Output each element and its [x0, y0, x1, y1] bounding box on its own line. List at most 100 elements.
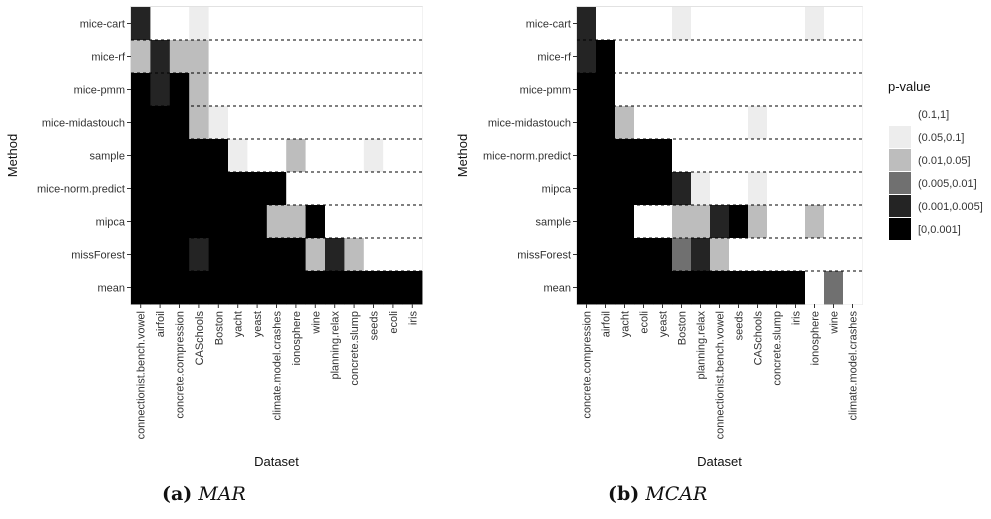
heatmap-cell: [653, 238, 673, 272]
heatmap-cell: [305, 238, 326, 272]
heatmap-cell: [729, 172, 749, 206]
x-tick-label: Boston: [213, 311, 225, 345]
x-tick-label: connectionist.bench.vowel: [136, 311, 148, 439]
heatmap-cell: [805, 106, 825, 140]
heatmap-cell: [169, 139, 190, 173]
heatmap-cell: [305, 205, 326, 239]
heatmap-cell: [672, 238, 692, 272]
heatmap-cell: [325, 205, 345, 239]
heatmap-cell: [402, 106, 423, 140]
heatmap-cell: [767, 40, 787, 74]
heatmap-cell: [344, 271, 365, 305]
heatmap-cell: [325, 271, 345, 305]
heatmap-cell: [824, 139, 844, 173]
heatmap-cell: [786, 271, 806, 305]
heatmap-cell: [577, 40, 597, 74]
x-tick-label: connectionist.bench.vowel: [715, 311, 727, 439]
heatmap-cell: [189, 139, 209, 173]
heatmap-cell: [266, 238, 287, 272]
y-tick-label: mice-midastouch: [42, 118, 125, 130]
heatmap-cell: [710, 7, 730, 41]
heatmap-cell: [150, 7, 171, 41]
heatmap-cell: [615, 238, 635, 272]
y-tick-label: mice-norm.predict: [483, 151, 571, 163]
heatmap-cell: [634, 205, 654, 239]
heatmap-cell: [786, 205, 806, 239]
heatmap-cell: [363, 73, 384, 107]
heatmap-cell: [805, 40, 825, 74]
heatmap-cell: [843, 172, 863, 206]
heatmap-cell: [824, 205, 844, 239]
heatmap-cell: [615, 106, 635, 140]
heatmap-cell: [131, 205, 151, 239]
heatmap-cell: [615, 73, 635, 107]
legend: p-value (0.1,1] (0.05,0.1] (0.01,0.05] (0.00…: [888, 79, 983, 240]
legend-swatch: [889, 172, 911, 194]
heatmap-cell: [672, 139, 692, 173]
heatmap-cell: [748, 172, 768, 206]
heatmap-cell: [786, 172, 806, 206]
heatmap-cell: [363, 139, 384, 173]
heatmap-cell: [247, 73, 268, 107]
heatmap-cell: [402, 7, 423, 41]
heatmap-cell: [266, 172, 287, 206]
heatmap-cell: [577, 139, 597, 173]
y-tick-label: mipca: [542, 184, 572, 196]
heatmap-cell: [767, 205, 787, 239]
heatmap-cell: [266, 73, 287, 107]
x-tick-label: iris: [407, 311, 419, 326]
heatmap-cell: [653, 106, 673, 140]
heatmap-cell: [577, 205, 597, 239]
heatmap-cell: [691, 172, 711, 206]
heatmap-cell: [748, 205, 768, 239]
heatmap-cell: [305, 7, 326, 41]
heatmap-cell: [363, 7, 384, 41]
heatmap-cell: [653, 7, 673, 41]
heatmap-cell: [767, 73, 787, 107]
heatmap-cell: [169, 73, 190, 107]
heatmap-cell: [266, 271, 287, 305]
legend-label: (0.001,0.005]: [918, 201, 983, 213]
heatmap-cell: [824, 40, 844, 74]
x-tick-label: ecoli: [388, 311, 400, 334]
heatmap-cell: [710, 139, 730, 173]
heatmap-cell: [748, 106, 768, 140]
x-tick-label: concrete.slump: [349, 311, 361, 386]
caption-b-label: (b): [608, 483, 640, 505]
heatmap-cell: [824, 7, 844, 41]
heatmap-cell: [672, 271, 692, 305]
heatmap-panel-b: mice-cart mice-rf mice-pmm mice-midastouch m…: [455, 6, 863, 469]
heatmap-cell: [805, 205, 825, 239]
heatmap-cell: [228, 172, 248, 206]
heatmap-cell: [672, 106, 692, 140]
heatmap-cell: [653, 271, 673, 305]
heatmap-cell: [150, 40, 171, 74]
heatmap-cell: [305, 172, 326, 206]
heatmap-cell: [286, 238, 306, 272]
heatmap-cell: [615, 172, 635, 206]
heatmap-cell: [228, 106, 248, 140]
heatmap-cell: [266, 7, 287, 41]
heatmap-cell: [402, 40, 423, 74]
heatmap-cell: [208, 139, 229, 173]
heatmap-cell: [247, 271, 268, 305]
heatmap-cell: [577, 271, 597, 305]
heatmap-cell: [266, 106, 287, 140]
heatmap-cell: [596, 271, 616, 305]
x-tick-label: concrete.compression: [582, 311, 594, 419]
heatmap-cell: [843, 271, 863, 305]
heatmap-cell: [805, 238, 825, 272]
heatmap-cell: [615, 205, 635, 239]
heatmap-cell: [402, 238, 423, 272]
heatmap-cell: [672, 172, 692, 206]
heatmap-cell: [691, 73, 711, 107]
heatmap-cell: [729, 40, 749, 74]
heatmap-cell: [266, 40, 287, 74]
y-tick-label: mice-rf: [537, 52, 572, 64]
heatmap-cell: [150, 172, 171, 206]
heatmap-cell: [169, 271, 190, 305]
y-tick-label: sample: [90, 151, 125, 163]
heatmap-cell: [150, 205, 171, 239]
heatmap-cell: [577, 106, 597, 140]
